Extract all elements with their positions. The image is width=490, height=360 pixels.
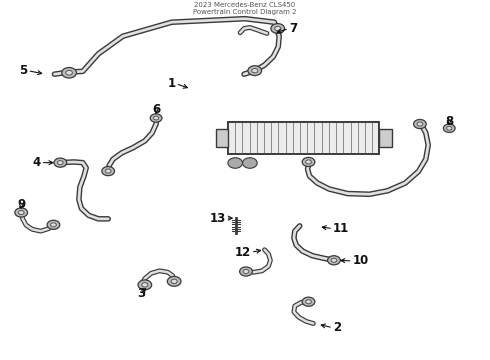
Text: 5: 5 bbox=[19, 64, 27, 77]
Circle shape bbox=[243, 158, 257, 168]
Circle shape bbox=[62, 67, 76, 78]
Circle shape bbox=[275, 26, 281, 31]
Circle shape bbox=[240, 267, 252, 276]
Circle shape bbox=[306, 300, 311, 304]
Circle shape bbox=[302, 297, 315, 306]
Polygon shape bbox=[228, 122, 379, 154]
Circle shape bbox=[138, 280, 152, 290]
Text: 12: 12 bbox=[235, 246, 251, 259]
Circle shape bbox=[171, 279, 177, 284]
Circle shape bbox=[302, 157, 315, 167]
Circle shape bbox=[414, 120, 426, 129]
Circle shape bbox=[167, 276, 181, 286]
Circle shape bbox=[105, 169, 111, 173]
Circle shape bbox=[18, 211, 24, 215]
Text: 2023 Mercedes-Benz CLS450
Powertrain Control Diagram 2: 2023 Mercedes-Benz CLS450 Powertrain Con… bbox=[193, 2, 297, 15]
Circle shape bbox=[328, 256, 340, 265]
Circle shape bbox=[66, 71, 73, 75]
Text: 11: 11 bbox=[333, 222, 349, 235]
Text: 1: 1 bbox=[168, 77, 175, 90]
Circle shape bbox=[153, 116, 159, 120]
Circle shape bbox=[57, 161, 63, 165]
Circle shape bbox=[50, 223, 56, 227]
Circle shape bbox=[443, 124, 455, 132]
Text: 7: 7 bbox=[289, 22, 297, 35]
Circle shape bbox=[102, 167, 115, 176]
Circle shape bbox=[248, 66, 262, 76]
Circle shape bbox=[150, 114, 162, 122]
Circle shape bbox=[142, 283, 148, 287]
FancyBboxPatch shape bbox=[379, 129, 392, 147]
Text: 4: 4 bbox=[32, 156, 41, 169]
Text: 6: 6 bbox=[152, 103, 160, 117]
Text: 9: 9 bbox=[17, 198, 25, 211]
Circle shape bbox=[15, 208, 27, 217]
Circle shape bbox=[243, 270, 249, 274]
Circle shape bbox=[331, 258, 337, 262]
Text: 13: 13 bbox=[209, 212, 225, 225]
Text: 2: 2 bbox=[333, 321, 341, 334]
Circle shape bbox=[47, 220, 60, 229]
Circle shape bbox=[417, 122, 423, 126]
Circle shape bbox=[446, 126, 452, 130]
Circle shape bbox=[252, 68, 258, 73]
Circle shape bbox=[228, 158, 243, 168]
Text: 3: 3 bbox=[137, 287, 146, 300]
Circle shape bbox=[271, 24, 285, 33]
Circle shape bbox=[306, 160, 311, 164]
FancyBboxPatch shape bbox=[216, 129, 228, 147]
Text: 10: 10 bbox=[352, 255, 369, 267]
Circle shape bbox=[54, 158, 67, 167]
Text: 8: 8 bbox=[445, 115, 453, 128]
